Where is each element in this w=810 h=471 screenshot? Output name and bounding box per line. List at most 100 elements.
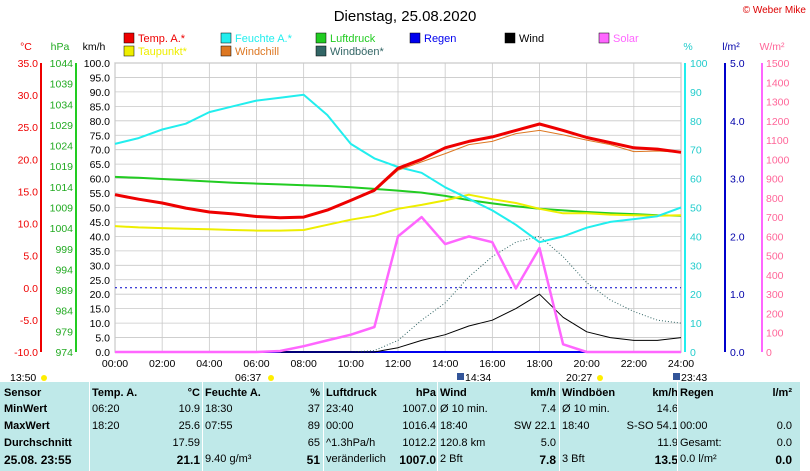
sun-marker (41, 375, 47, 381)
panel-row-value: 0.0 (776, 420, 792, 432)
panel-header-row: Feuchte A.% (205, 387, 320, 404)
panel-footer-value: 13.5 (654, 453, 678, 467)
panel-row-time: 120.8 km (440, 437, 486, 449)
solar-tick: 1400 (766, 77, 790, 89)
panel-col4: Luftdruck hPa 23:40 1007.0 00:00 1016.4 ^1.3hP… (326, 382, 436, 471)
solar-tick: 200 (766, 308, 784, 320)
mark1-time: 14:34 (465, 372, 491, 382)
temp-tick: 25.0 (18, 122, 39, 134)
panel-header: Feuchte A. (205, 387, 261, 399)
humidity-tick: 40 (690, 231, 702, 243)
x-tick: 22:00 (621, 358, 647, 370)
pressure-tick: 1004 (50, 223, 74, 235)
legend-swatch (315, 45, 327, 57)
current-time: 13:50 (10, 372, 36, 382)
panel-footer-row: 3 Bft 13.5 (562, 453, 678, 470)
panel-unit: km/h (652, 387, 678, 399)
x-tick: 06:00 (243, 358, 269, 370)
rain-tick: 0.0 (730, 347, 745, 359)
wind-tick: 65.0 (90, 159, 111, 171)
wind-tick: 95.0 (90, 72, 111, 84)
panel-row: 23:40 1007.0 (326, 403, 436, 420)
wind-tick: 100.0 (84, 58, 110, 70)
panel-unit: hPa (415, 387, 436, 399)
copyright: © Weber Mike (743, 5, 807, 16)
panel-row-value: 1012.2 (402, 437, 436, 449)
pressure-tick: 979 (55, 326, 73, 338)
temp-tick: 15.0 (18, 186, 39, 198)
temp-tick: 10.0 (18, 219, 39, 231)
unit-pressure: hPa (51, 41, 70, 53)
humidity-tick: 70 (690, 145, 702, 157)
wind-tick: 45.0 (90, 217, 111, 229)
series-windben (115, 235, 682, 353)
temp-tick: -10.0 (14, 347, 38, 359)
sunset-time: 20:27 (566, 372, 592, 382)
pressure-tick: 1029 (50, 120, 74, 132)
panel-row-value: 10.9 (178, 403, 200, 415)
temp-tick: 20.0 (18, 154, 39, 166)
x-tick: 12:00 (385, 358, 411, 370)
sunset-marker (597, 375, 603, 381)
panel-row-time: Ø 10 min. (562, 403, 610, 415)
solar-tick: 1100 (766, 135, 789, 147)
x-tick: 02:00 (149, 358, 175, 370)
rain-tick: 5.0 (730, 58, 745, 70)
wind-tick: 5.0 (95, 333, 110, 345)
panel-row: MaxWert (4, 420, 88, 437)
panel-row-value: 0.0 (776, 437, 792, 449)
panel-col3: Feuchte A.% 18:30 37 07:55 89 65 9.40 g/m³ 51 (205, 382, 320, 471)
marker-icon (457, 373, 464, 380)
panel-row-value: 17.59 (172, 437, 200, 449)
panel-row-time: 18:30 (205, 403, 233, 415)
series-solar (115, 215, 681, 354)
solar-tick: 100 (766, 328, 784, 340)
wind-tick: 60.0 (90, 174, 111, 186)
panel-header: Luftdruck (326, 387, 377, 399)
solar-tick: 1300 (766, 97, 790, 109)
panel-row-value: 25.6 (178, 420, 200, 432)
panel-header-row: Wind km/h (440, 387, 556, 404)
pressure-tick: 989 (55, 285, 73, 297)
wind-tick: 85.0 (90, 101, 111, 113)
wind-tick: 55.0 (90, 188, 111, 200)
unit-humidity: % (683, 41, 692, 53)
pressure-tick: 1014 (50, 182, 74, 194)
solar-tick: 800 (766, 193, 784, 205)
legend-label: Luftdruck (330, 33, 376, 45)
panel-row: 18:30 37 (205, 403, 320, 420)
legend-label: Solar (613, 33, 639, 45)
wind-tick: 35.0 (90, 246, 111, 258)
pressure-tick: 1009 (50, 203, 74, 215)
panel-footer-row: 9.40 g/m³ 51 (205, 453, 320, 470)
panel-col1: Sensor MinWert MaxWert Durchschnitt 25.08. 2… (4, 382, 88, 471)
panel-footer-row: 25.08. 23:55 (4, 453, 88, 470)
humidity-tick: 50 (690, 203, 702, 215)
panel-row-time: 18:20 (92, 420, 120, 432)
panel-row: 11.9 (562, 437, 678, 454)
x-tick: 16:00 (479, 358, 505, 370)
panel-footer-row: 21.1 (92, 453, 200, 470)
solar-tick: 0 (766, 347, 772, 359)
legend: Temp. A.* Feuchte A.* Luftdruck Regen Wind So… (123, 32, 639, 58)
panel-row (680, 403, 792, 420)
legend-swatch (123, 32, 135, 44)
pressure-tick: 1034 (50, 99, 74, 111)
solar-tick: 400 (766, 270, 784, 282)
panel-row-time: 00:00 (680, 420, 708, 432)
panel-row: 18:40 SW 22.1 (440, 420, 556, 437)
pressure-tick: 1019 (50, 161, 74, 173)
panel-separator (437, 382, 438, 471)
panel-row-value: 1007.0 (402, 403, 436, 415)
panel-row: 18:40 S-SO 54.1 (562, 420, 678, 437)
panel-row-time: 18:40 (562, 420, 590, 432)
panel-separator (323, 382, 324, 471)
unit-wind: km/h (83, 41, 106, 53)
panel-row-time: 00:00 (326, 420, 354, 432)
sunrise-time: 06:37 (235, 372, 261, 382)
rain-tick: 2.0 (730, 231, 745, 243)
pressure-tick: 974 (55, 347, 73, 359)
panel-row-label: MaxWert (4, 420, 50, 432)
marker-icon (673, 373, 680, 380)
temp-tick: 0.0 (23, 283, 38, 295)
